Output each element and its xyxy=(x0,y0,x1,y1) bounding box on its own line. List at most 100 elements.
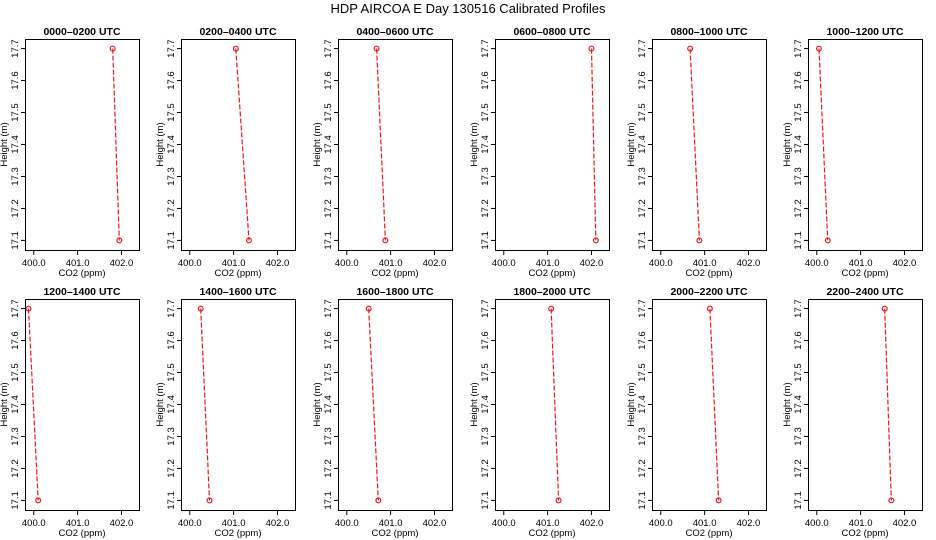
data-point-marker xyxy=(888,497,895,504)
profile-panel: 1200–1400 UTC 400.0 401.0 402.0 17.1 17.2 17.3… xyxy=(0,286,140,539)
y-tick-label: 17.3 xyxy=(323,167,334,186)
y-tick-label: 17.1 xyxy=(793,491,804,510)
y-tick-label: 17.3 xyxy=(793,427,804,446)
co2-profile-line xyxy=(550,308,560,501)
x-tick-label: 400.0 xyxy=(22,258,46,269)
y-tick-label: 17.1 xyxy=(166,491,177,510)
y-tick-label: 17.2 xyxy=(480,199,491,218)
x-tick-label: 401.0 xyxy=(66,518,90,529)
y-tick-label: 17.2 xyxy=(793,199,804,218)
profile-panel: 1800–2000 UTC 400.0 401.0 402.0 17.1 17.2 17.3… xyxy=(469,286,610,539)
data-point-marker xyxy=(206,497,213,504)
y-axis-label: Height (m) xyxy=(0,122,10,166)
x-axis-label: CO2 (ppm) xyxy=(686,268,733,279)
profile-panel: 1000–1200 UTC 400.0 401.0 402.0 17.1 17.2 17.3… xyxy=(782,26,923,279)
x-tick-label: 401.0 xyxy=(222,518,246,529)
y-axis-label: Height (m) xyxy=(469,122,480,166)
y-tick-label: 17.1 xyxy=(323,231,334,250)
plot-frame xyxy=(338,299,453,511)
y-tick-label: 17.5 xyxy=(793,363,804,382)
y-tick-label: 17.6 xyxy=(480,331,491,350)
panel-title: 0800–1000 UTC xyxy=(670,26,747,38)
data-point-marker xyxy=(245,237,252,244)
y-tick-label: 17.2 xyxy=(323,459,334,478)
y-tick-label: 17.5 xyxy=(323,103,334,122)
y-tick-label: 17.7 xyxy=(10,39,21,58)
y-tick-label: 17.4 xyxy=(10,135,21,154)
y-tick-label: 17.7 xyxy=(166,39,177,58)
plot-frame xyxy=(25,39,140,251)
y-axis-label: Height (m) xyxy=(312,122,323,166)
y-tick-label: 17.2 xyxy=(166,459,177,478)
y-tick-label: 17.7 xyxy=(793,39,804,58)
data-point-marker xyxy=(382,237,389,244)
co2-profile-line xyxy=(27,308,39,501)
data-point-marker xyxy=(548,305,555,312)
co2-profile-line xyxy=(200,308,211,501)
co2-profile-line xyxy=(235,48,250,241)
data-point-marker xyxy=(375,497,382,504)
y-tick-label: 17.3 xyxy=(637,167,648,186)
x-tick-label: 401.0 xyxy=(536,258,560,269)
data-point-marker xyxy=(696,237,703,244)
y-tick-label: 17.4 xyxy=(637,135,648,154)
y-tick-label: 17.5 xyxy=(166,103,177,122)
panel-title: 1200–1400 UTC xyxy=(43,286,120,298)
y-tick-label: 17.1 xyxy=(323,491,334,510)
panel-title: 1600–1800 UTC xyxy=(356,286,433,298)
y-tick-label: 17.4 xyxy=(323,395,334,414)
y-tick-label: 17.7 xyxy=(166,299,177,318)
y-tick-label: 17.7 xyxy=(637,39,648,58)
y-tick-label: 17.2 xyxy=(637,199,648,218)
x-tick-label: 400.0 xyxy=(805,258,829,269)
y-tick-label: 17.7 xyxy=(10,299,21,318)
y-tick-label: 17.6 xyxy=(637,331,648,350)
profile-panel: 0800–1000 UTC 400.0 401.0 402.0 17.1 17.2 17.3… xyxy=(626,26,767,279)
data-point-marker xyxy=(824,237,831,244)
y-axis-label: Height (m) xyxy=(782,382,793,426)
x-axis-label: CO2 (ppm) xyxy=(59,528,106,539)
y-tick-label: 17.7 xyxy=(637,299,648,318)
x-axis-label: CO2 (ppm) xyxy=(215,268,262,279)
x-tick-label: 402.0 xyxy=(893,518,917,529)
y-tick-label: 17.6 xyxy=(793,331,804,350)
data-point-marker xyxy=(197,305,204,312)
data-point-marker xyxy=(592,237,599,244)
y-tick-label: 17.7 xyxy=(323,299,334,318)
y-tick-label: 17.3 xyxy=(793,167,804,186)
profile-panel: 2000–2200 UTC 400.0 401.0 402.0 17.1 17.2 17.3… xyxy=(626,286,767,539)
data-point-marker xyxy=(109,45,116,52)
y-tick-label: 17.4 xyxy=(793,135,804,154)
y-tick-label: 17.4 xyxy=(793,395,804,414)
plot-frame xyxy=(652,39,767,251)
data-point-marker xyxy=(555,497,562,504)
x-tick-label: 402.0 xyxy=(580,518,604,529)
y-tick-label: 17.2 xyxy=(637,459,648,478)
co2-profile-line xyxy=(818,48,829,241)
co2-profile-line xyxy=(368,308,379,501)
y-tick-label: 17.2 xyxy=(480,459,491,478)
y-tick-label: 17.7 xyxy=(323,39,334,58)
data-point-marker xyxy=(815,45,822,52)
x-axis-label: CO2 (ppm) xyxy=(59,268,106,279)
y-tick-label: 17.5 xyxy=(10,103,21,122)
y-tick-label: 17.6 xyxy=(480,71,491,90)
x-tick-label: 402.0 xyxy=(737,258,761,269)
panel-title: 0600–0800 UTC xyxy=(513,26,590,38)
y-tick-label: 17.2 xyxy=(10,459,21,478)
y-tick-label: 17.3 xyxy=(480,427,491,446)
data-point-marker xyxy=(373,45,380,52)
x-axis-label: CO2 (ppm) xyxy=(529,528,576,539)
x-axis-label: CO2 (ppm) xyxy=(842,528,889,539)
y-tick-label: 17.3 xyxy=(10,167,21,186)
x-axis-label: CO2 (ppm) xyxy=(842,268,889,279)
y-tick-label: 17.3 xyxy=(166,427,177,446)
panel-title: 1400–1600 UTC xyxy=(199,286,276,298)
co2-profile-line xyxy=(590,48,597,241)
x-tick-label: 401.0 xyxy=(693,518,717,529)
y-axis-label: Height (m) xyxy=(782,122,793,166)
x-tick-label: 401.0 xyxy=(849,258,873,269)
panel-title: 0400–0600 UTC xyxy=(356,26,433,38)
plot-frame xyxy=(181,39,296,251)
plot-frame xyxy=(181,299,296,511)
